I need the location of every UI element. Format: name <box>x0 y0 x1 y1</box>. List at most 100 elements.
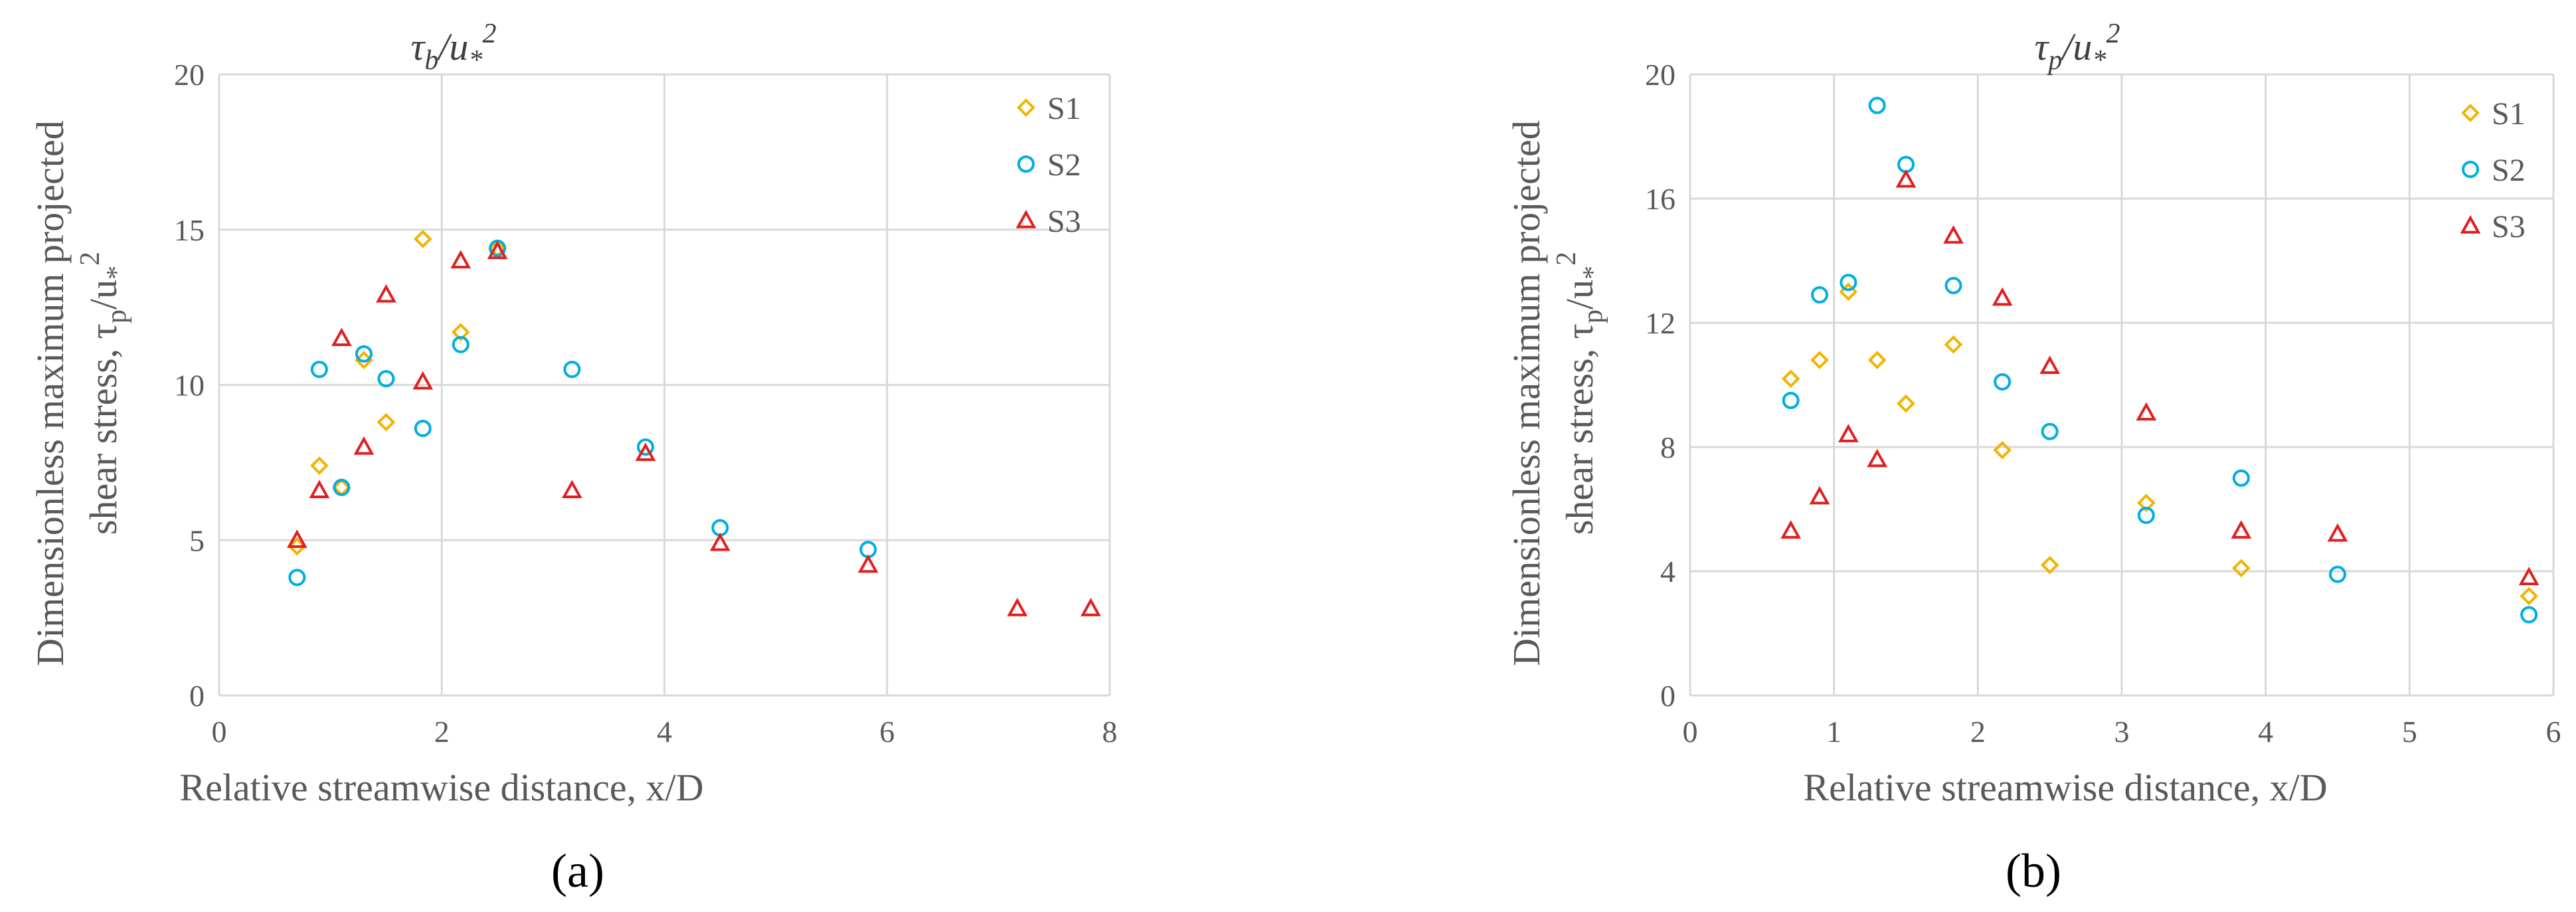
data-point-s3 <box>1943 225 1964 244</box>
x-tick-labels: 0 1 2 3 4 5 6 <box>1683 715 2561 749</box>
data-point-s3 <box>412 371 434 390</box>
y-tick-label: 20 <box>174 58 205 92</box>
data-point-s2 <box>563 361 581 379</box>
x-tick-label: 3 <box>2114 715 2130 749</box>
data-point-s3 <box>1838 424 1859 442</box>
x-axis-label: Relative streamwise distance, x/D <box>179 766 703 809</box>
data-point-s1 <box>2520 587 2538 606</box>
data-point-s1 <box>377 412 396 432</box>
y-axis-label-line2: shear stress, τp/u*2 <box>1551 252 1608 535</box>
x-tick-label: 0 <box>1683 715 1698 749</box>
data-point-s2 <box>2232 469 2250 487</box>
data-point-s3 <box>286 529 307 548</box>
grid-lines <box>1689 73 2555 697</box>
panel-label-b: (b) <box>2006 844 2061 897</box>
data-point-s1 <box>2040 555 2059 575</box>
data-point-s3 <box>1780 520 1802 539</box>
x-tick-label: 5 <box>2402 715 2417 749</box>
y-tick-label: 5 <box>189 523 205 557</box>
data-point-s3 <box>1992 287 2013 306</box>
data-point-s1 <box>1897 394 1915 413</box>
data-point-s3 <box>2518 567 2539 585</box>
data-point-s3 <box>487 240 508 260</box>
data-point-s3 <box>1809 486 1830 505</box>
data-point-s3 <box>2039 355 2061 375</box>
data-point-s1 <box>451 323 470 341</box>
chart-title: τp/u*2 <box>2035 19 2120 76</box>
y-tick-label: 0 <box>189 679 205 713</box>
data-point-s3 <box>376 284 396 303</box>
data-point-s3 <box>1867 448 1888 468</box>
x-tick-label: 2 <box>1970 715 1986 749</box>
data-point-s3 <box>2231 520 2252 539</box>
x-tick-label: 6 <box>879 715 895 749</box>
data-point-s1 <box>1810 351 1829 369</box>
legend-label-s2: S2 <box>2492 153 2526 188</box>
y-tick-labels: 0 4 8 12 16 20 <box>1645 58 1675 713</box>
x-axis-label: Relative streamwise distance, x/D <box>1803 766 2327 809</box>
data-point-s2 <box>2137 506 2155 524</box>
data-point-s3 <box>1007 597 1028 616</box>
data-points <box>286 229 1101 616</box>
x-tick-label: 4 <box>2258 715 2273 749</box>
data-point-s3 <box>857 554 879 573</box>
legend-marker-s1 <box>2461 104 2480 122</box>
data-point-s3 <box>1895 169 1917 188</box>
data-point-s2 <box>452 335 470 353</box>
data-point-s2 <box>1944 276 1962 294</box>
data-point-s2 <box>288 569 306 587</box>
y-tick-label: 12 <box>1645 306 1675 340</box>
data-point-s3 <box>635 442 656 461</box>
panel-label-a: (a) <box>551 844 604 897</box>
y-tick-label: 8 <box>1660 430 1675 464</box>
data-point-s1 <box>1781 369 1800 388</box>
y-axis-label-line2: shear stress, τp/u*2 <box>75 252 132 535</box>
chart-title: τb/u*2 <box>411 19 497 76</box>
data-point-s1 <box>288 537 307 556</box>
data-point-s3 <box>331 327 352 346</box>
legend-label-s1: S1 <box>2492 96 2526 132</box>
y-axis-label-line1: Dimensionless maximum projected <box>1505 120 1548 666</box>
x-tick-label: 8 <box>1102 715 1118 749</box>
x-tick-label: 2 <box>434 715 450 749</box>
data-point-s2 <box>355 345 373 363</box>
x-tick-label: 6 <box>2546 715 2561 749</box>
data-point-s2 <box>414 419 432 437</box>
x-tick-label: 0 <box>212 715 227 749</box>
data-point-s1 <box>310 456 329 475</box>
chart-panel-a: 0 2 4 6 8 0 5 10 15 20 S1 S2 S3 τb/u*2 Relative st… <box>29 19 1118 897</box>
y-tick-label: 15 <box>174 213 205 247</box>
legend-label-s3: S3 <box>2492 209 2526 244</box>
data-point-s2 <box>333 478 351 496</box>
data-point-s1 <box>2232 559 2251 578</box>
legend-label-s2: S2 <box>1047 147 1081 183</box>
grid-lines <box>218 73 1111 697</box>
y-tick-labels: 0 5 10 15 20 <box>174 58 205 713</box>
data-point-s1 <box>413 229 432 248</box>
data-point-s3 <box>353 436 375 455</box>
legend-marker-s3 <box>2460 215 2481 234</box>
data-point-s2 <box>1994 373 2012 391</box>
y-axis-label-line1: Dimensionless maximum projected <box>29 120 72 666</box>
legend-label-s3: S3 <box>1047 204 1081 239</box>
x-tick-label: 1 <box>1826 715 1842 749</box>
data-point-s3 <box>450 250 472 269</box>
data-point-s1 <box>1944 335 1963 354</box>
legend: S1 S2 S3 <box>2460 96 2526 244</box>
data-point-s3 <box>2136 402 2157 421</box>
y-tick-label: 0 <box>1660 679 1675 713</box>
data-point-s1 <box>2137 494 2156 512</box>
legend-marker-s3 <box>1015 209 1037 228</box>
data-point-s2 <box>1782 391 1800 409</box>
data-point-s3 <box>309 480 330 499</box>
data-point-s2 <box>377 370 395 388</box>
data-point-s2 <box>2041 422 2059 440</box>
legend-marker-s2 <box>2462 161 2479 178</box>
data-point-s3 <box>561 480 582 499</box>
data-point-s2 <box>1840 274 1857 292</box>
legend-marker-s1 <box>1017 98 1035 117</box>
data-point-s2 <box>637 438 655 456</box>
data-point-s2 <box>2329 565 2346 583</box>
